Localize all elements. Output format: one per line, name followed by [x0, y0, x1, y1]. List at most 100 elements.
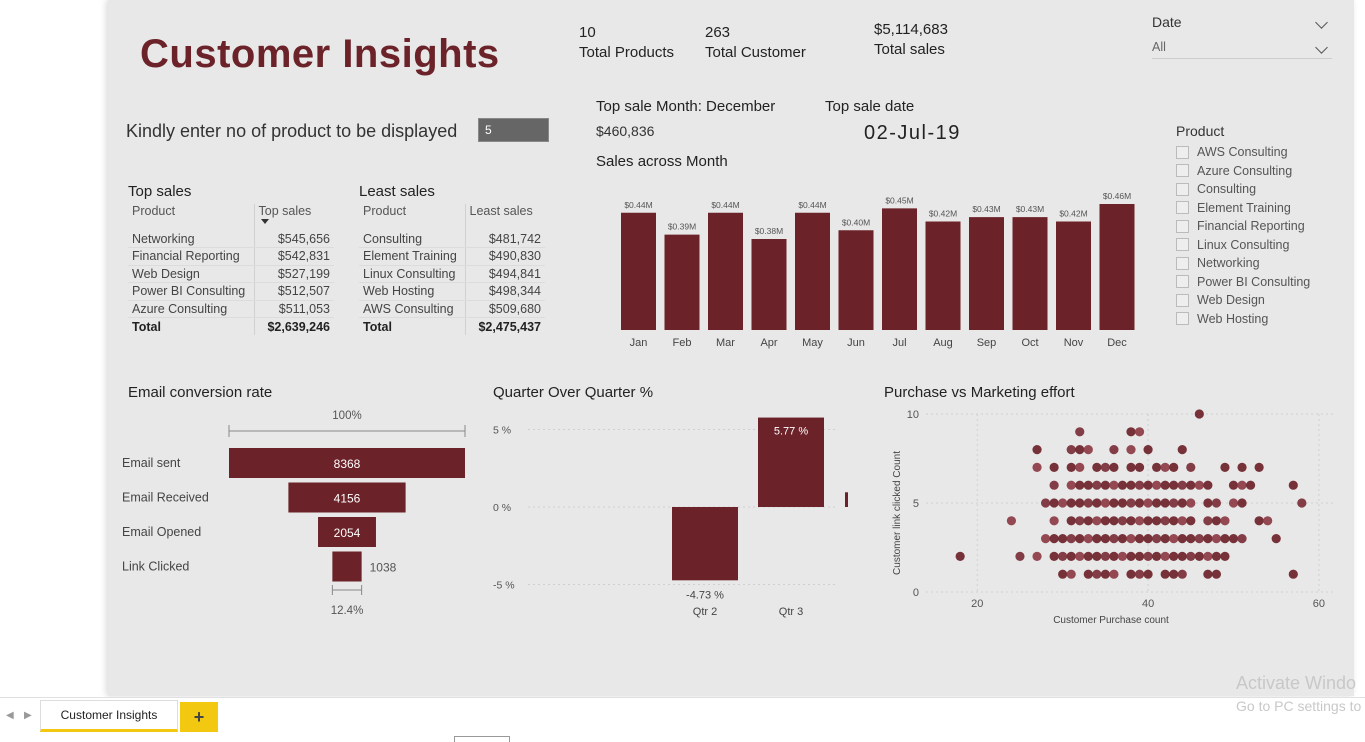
- scatter-point: [1083, 551, 1093, 561]
- product-option-label: Networking: [1197, 256, 1260, 271]
- scrollbar-thumb[interactable]: [454, 736, 510, 742]
- scatter-point: [1194, 409, 1204, 419]
- checkbox[interactable]: [1176, 238, 1189, 252]
- scatter-point: [1186, 462, 1196, 472]
- scatter-point: [1109, 445, 1119, 455]
- chevron-down-icon[interactable]: [1315, 40, 1328, 54]
- scatter-point: [1117, 480, 1128, 490]
- scatter-point: [1143, 516, 1153, 526]
- x-axis-label: Customer Purchase count: [1053, 615, 1169, 626]
- product-option[interactable]: Financial Reporting: [1176, 217, 1336, 236]
- column-header-product[interactable]: Product: [128, 204, 255, 230]
- scatter-point: [1126, 551, 1136, 561]
- bar: [621, 212, 656, 330]
- product-count-input[interactable]: [478, 118, 549, 142]
- table-total-row: Total $2,475,437: [359, 317, 545, 335]
- column-header-least-sales[interactable]: Least sales: [469, 204, 533, 218]
- product-option[interactable]: Element Training: [1176, 199, 1336, 218]
- checkbox[interactable]: [1176, 201, 1189, 215]
- add-page-button[interactable]: +: [180, 702, 218, 732]
- table-row[interactable]: Web Design $527,199: [128, 265, 334, 283]
- cell-value: $512,507: [254, 282, 334, 301]
- product-option[interactable]: Azure Consulting: [1176, 162, 1336, 181]
- page-tab-bar: ◀ ▶ Customer Insights +: [0, 697, 1365, 742]
- checkbox[interactable]: [1176, 293, 1189, 307]
- funnel-value-label: 1038: [370, 561, 397, 575]
- checkbox[interactable]: [1176, 275, 1189, 289]
- product-option-label: AWS Consulting: [1197, 145, 1288, 160]
- tab-next-icon[interactable]: ▶: [24, 710, 32, 721]
- qoq-chart[interactable]: 5 %0 %-5 %-4.73 %Qtr 25.77 %Qtr 30.95 %Q…: [488, 410, 848, 625]
- monthly-sales-chart[interactable]: $0.44M Jan $0.39M Feb $0.44M Mar $0.38M Apr $0.4…: [596, 176, 1176, 354]
- bar: [925, 221, 961, 330]
- product-option[interactable]: Power BI Consulting: [1176, 273, 1336, 292]
- scatter-point: [1220, 516, 1230, 526]
- data-label: $0.42M: [1059, 209, 1087, 219]
- scatter-point: [1237, 534, 1247, 544]
- product-option[interactable]: Web Design: [1176, 291, 1336, 310]
- scatter-point: [1075, 462, 1085, 472]
- scatter-point: [1177, 445, 1187, 455]
- scatter-point: [1109, 480, 1119, 490]
- scatter-point: [1083, 569, 1093, 579]
- bar: [664, 234, 700, 330]
- scatter-point: [1228, 480, 1239, 490]
- x-tick-label: 60: [1313, 598, 1325, 610]
- scatter-point: [1143, 498, 1153, 508]
- product-option[interactable]: Web Hosting: [1176, 310, 1336, 329]
- x-tick-label: Aug: [933, 337, 953, 349]
- table-row[interactable]: Networking $545,656: [128, 230, 334, 248]
- scatter-point: [1075, 480, 1085, 490]
- funnel-bar: [288, 482, 406, 513]
- product-option[interactable]: Consulting: [1176, 180, 1336, 199]
- product-option-label: Web Hosting: [1197, 311, 1269, 326]
- cell-value: $509,680: [465, 300, 545, 318]
- date-slicer[interactable]: Date All: [1152, 14, 1332, 59]
- cell-product: Web Hosting: [359, 282, 466, 301]
- email-funnel-chart[interactable]: 100% Email sent 8368 Email Received 4156 Emai…: [122, 404, 472, 629]
- checkbox[interactable]: [1176, 312, 1189, 326]
- funnel-value-label: 2054: [334, 526, 361, 540]
- checkbox[interactable]: [1176, 219, 1189, 233]
- scatter-point: [1160, 480, 1170, 490]
- tab-prev-icon[interactable]: ◀: [6, 710, 14, 721]
- bar: [1012, 217, 1048, 330]
- data-label: $0.44M: [624, 200, 652, 210]
- product-option[interactable]: Linux Consulting: [1176, 236, 1336, 255]
- table-row[interactable]: AWS Consulting $509,680: [359, 300, 545, 318]
- table-row[interactable]: Element Training $490,830: [359, 247, 545, 266]
- table-row[interactable]: Web Hosting $498,344: [359, 282, 545, 301]
- table-row[interactable]: Power BI Consulting $512,507: [128, 282, 334, 301]
- column-header-product[interactable]: Product: [359, 204, 466, 230]
- checkbox[interactable]: [1176, 182, 1189, 196]
- scatter-point: [1186, 551, 1196, 561]
- checkbox[interactable]: [1176, 256, 1189, 270]
- table-row[interactable]: Consulting $481,742: [359, 230, 545, 248]
- product-option-label: Financial Reporting: [1197, 219, 1305, 234]
- scatter-point: [1040, 534, 1051, 544]
- column-header-top-sales[interactable]: Top sales: [254, 204, 334, 230]
- checkbox[interactable]: [1176, 164, 1189, 178]
- product-option[interactable]: AWS Consulting: [1176, 143, 1336, 162]
- product-option[interactable]: Networking: [1176, 254, 1336, 273]
- chevron-down-icon[interactable]: [1315, 15, 1328, 29]
- cell-total-value: $2,639,246: [267, 319, 330, 334]
- table-row[interactable]: Financial Reporting $542,831: [128, 247, 334, 266]
- purchase-scatter-chart[interactable]: 0 5 10 20 40 60 Customer Purchase count Custome…: [878, 402, 1348, 632]
- activation-watermark: Activate Windo: [1236, 673, 1357, 693]
- tab-customer-insights[interactable]: Customer Insights: [40, 700, 178, 732]
- scatter-point: [1152, 551, 1162, 561]
- date-dropdown[interactable]: All: [1152, 40, 1332, 59]
- scatter-point: [1032, 551, 1042, 561]
- y-tick-label: -5 %: [493, 580, 515, 592]
- data-label: $0.44M: [798, 200, 826, 210]
- scatter-point: [1058, 551, 1068, 561]
- checkbox[interactable]: [1176, 145, 1189, 159]
- page-title: Customer Insights: [140, 32, 500, 76]
- table-row[interactable]: Linux Consulting $494,841: [359, 265, 545, 283]
- cell-product: Networking: [128, 230, 255, 248]
- scatter-point: [1220, 534, 1230, 544]
- cell-product: Linux Consulting: [359, 265, 466, 283]
- bar: [795, 212, 830, 330]
- table-row[interactable]: Azure Consulting $511,053: [128, 300, 334, 318]
